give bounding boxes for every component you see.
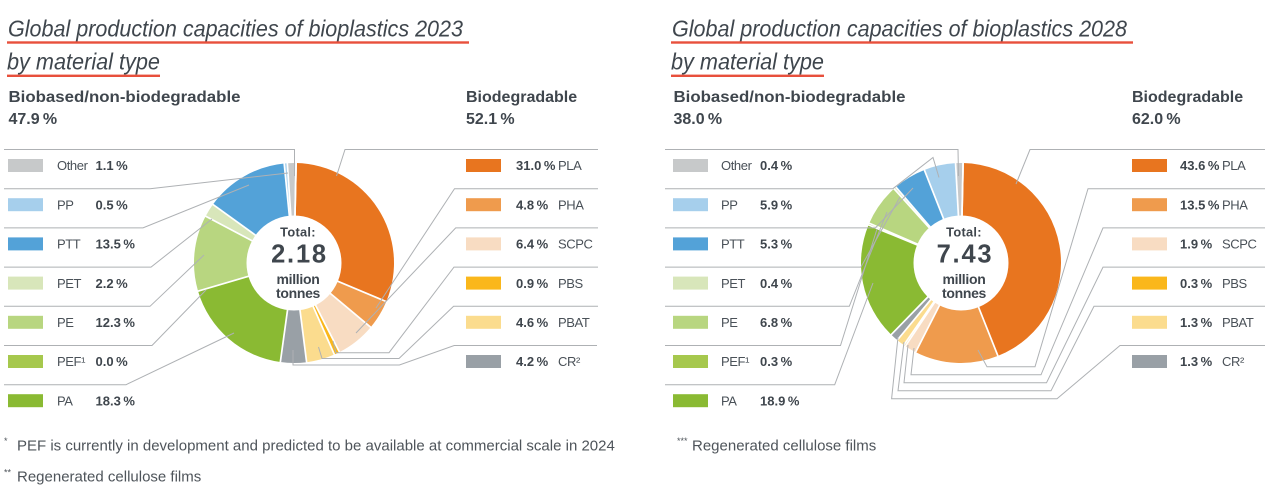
svg-text:62.0 %: 62.0 % — [1132, 111, 1181, 128]
svg-text:38.0 %: 38.0 % — [674, 111, 723, 128]
svg-text:PP: PP — [721, 197, 738, 212]
svg-text:by material type: by material type — [7, 49, 160, 75]
svg-text:1.9 %: 1.9 % — [1180, 237, 1213, 252]
svg-text:tonnes: tonnes — [276, 285, 321, 301]
svg-text:18.3 %: 18.3 % — [96, 393, 136, 408]
svg-text:CR²: CR² — [558, 354, 581, 369]
svg-text:Biobased/non-biodegradable: Biobased/non-biodegradable — [674, 89, 906, 106]
svg-text:Regenerated cellulose films: Regenerated cellulose films — [17, 469, 201, 486]
svg-text:tonnes: tonnes — [942, 285, 987, 301]
svg-text:2.18: 2.18 — [271, 241, 328, 269]
svg-text:12.3 %: 12.3 % — [96, 315, 136, 330]
svg-text:Global production capacities o: Global production capacities of bioplast… — [8, 15, 463, 41]
svg-text:0.0 %: 0.0 % — [96, 354, 129, 369]
svg-text:0.4 %: 0.4 % — [760, 276, 793, 291]
svg-text:0.3 %: 0.3 % — [1180, 276, 1213, 291]
svg-text:PBAT: PBAT — [1222, 315, 1254, 330]
svg-text:7.43: 7.43 — [937, 241, 994, 269]
svg-text:Biodegradable: Biodegradable — [1132, 89, 1243, 106]
svg-text:4.6 %: 4.6 % — [516, 315, 549, 330]
svg-text:Regenerated cellulose films: Regenerated cellulose films — [692, 438, 876, 455]
svg-text:0.5 %: 0.5 % — [96, 197, 129, 212]
svg-text:Other: Other — [57, 158, 89, 173]
svg-text:PHA: PHA — [558, 197, 584, 212]
svg-text:PLA: PLA — [558, 158, 582, 173]
svg-text:CR²: CR² — [1222, 354, 1245, 369]
svg-text:PA: PA — [721, 393, 737, 408]
svg-text:1.3 %: 1.3 % — [1180, 354, 1213, 369]
svg-text:0.3 %: 0.3 % — [760, 354, 793, 369]
svg-text:PET: PET — [57, 276, 82, 291]
svg-text:Biobased/non-biodegradable: Biobased/non-biodegradable — [9, 89, 241, 106]
svg-text:PTT: PTT — [57, 237, 81, 252]
svg-text:PBS: PBS — [1222, 276, 1248, 291]
svg-text:13.5 %: 13.5 % — [96, 237, 136, 252]
svg-text:PEF¹: PEF¹ — [57, 354, 86, 369]
svg-text:0.4 %: 0.4 % — [760, 158, 793, 173]
svg-text:PET: PET — [721, 276, 746, 291]
svg-text:4.2 %: 4.2 % — [516, 354, 549, 369]
svg-text:Other: Other — [721, 158, 753, 173]
svg-text:***: *** — [677, 436, 688, 446]
svg-text:PTT: PTT — [721, 237, 745, 252]
svg-text:PBS: PBS — [558, 276, 584, 291]
svg-text:Global production capacities o: Global production capacities of bioplast… — [672, 15, 1127, 41]
svg-text:PLA: PLA — [1222, 158, 1246, 173]
svg-text:2.2 %: 2.2 % — [96, 276, 129, 291]
svg-text:by material type: by material type — [671, 49, 824, 75]
svg-text:13.5 %: 13.5 % — [1180, 197, 1220, 212]
svg-text:6.4 %: 6.4 % — [516, 237, 549, 252]
svg-text:PHA: PHA — [1222, 197, 1248, 212]
svg-text:PE: PE — [57, 315, 74, 330]
svg-text:PA: PA — [57, 393, 73, 408]
svg-text:Total:: Total: — [946, 225, 982, 240]
svg-text:0.9 %: 0.9 % — [516, 276, 549, 291]
svg-text:**: ** — [4, 468, 12, 478]
svg-text:*: * — [4, 436, 8, 446]
svg-text:PP: PP — [57, 197, 74, 212]
svg-text:million: million — [276, 271, 319, 287]
svg-text:47.9 %: 47.9 % — [9, 111, 58, 128]
svg-text:5.9 %: 5.9 % — [760, 197, 793, 212]
svg-text:6.8 %: 6.8 % — [760, 315, 793, 330]
svg-text:Total:: Total: — [280, 225, 316, 240]
svg-text:SCPC: SCPC — [1222, 237, 1257, 252]
svg-text:43.6 %: 43.6 % — [1180, 158, 1220, 173]
svg-text:PEF is currently in developmen: PEF is currently in development and pred… — [17, 438, 615, 455]
svg-text:million: million — [942, 271, 985, 287]
svg-text:31.0 %: 31.0 % — [516, 158, 556, 173]
svg-text:PBAT: PBAT — [558, 315, 590, 330]
svg-text:1.1 %: 1.1 % — [96, 158, 129, 173]
svg-text:4.8 %: 4.8 % — [516, 197, 549, 212]
svg-text:1.3 %: 1.3 % — [1180, 315, 1213, 330]
svg-text:52.1 %: 52.1 % — [466, 111, 515, 128]
svg-text:PE: PE — [721, 315, 738, 330]
svg-text:18.9 %: 18.9 % — [760, 393, 800, 408]
svg-text:Biodegradable: Biodegradable — [466, 89, 577, 106]
svg-text:SCPC: SCPC — [558, 237, 593, 252]
svg-text:PEF¹: PEF¹ — [721, 354, 750, 369]
svg-text:5.3 %: 5.3 % — [760, 237, 793, 252]
